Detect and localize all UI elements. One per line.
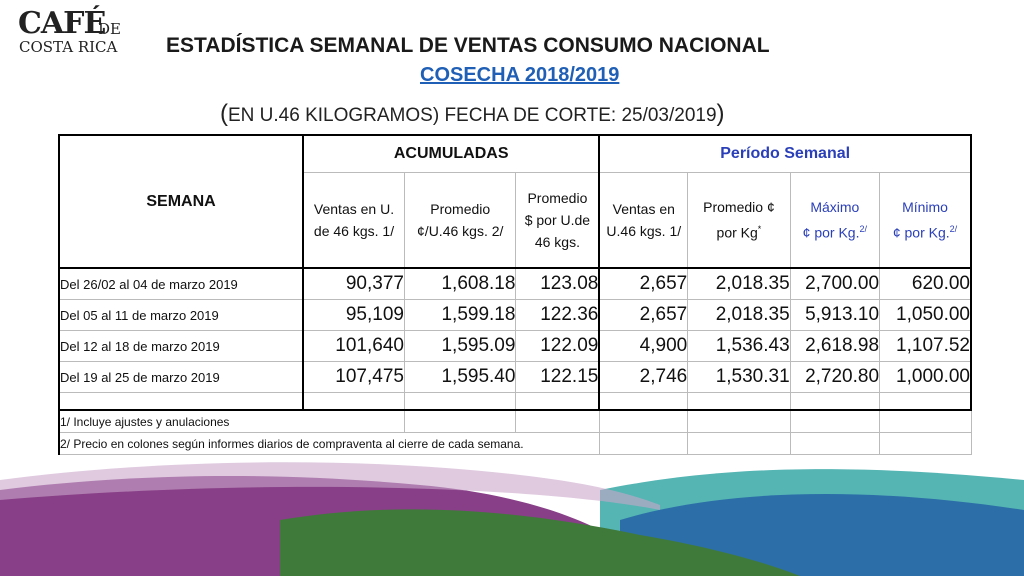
cell-promedio-acumulado: 1,595.40 [403, 361, 517, 393]
empty-cell [687, 409, 791, 433]
empty-cell [687, 432, 791, 455]
empty-cell [403, 409, 517, 433]
cell-ventas-semana: 2,657 [598, 299, 689, 331]
col-ventas-semana-l1: Ventas en [612, 201, 675, 217]
cell-ventas-semana: 4,900 [598, 330, 689, 362]
cell-maximo: 2,720.80 [789, 361, 881, 393]
col-promedio-usd-l1: Promedio [527, 190, 588, 206]
col-ventas-acumuladas: Ventas en U. de 46 kgs. 1/ [302, 172, 405, 269]
cell-ventas-acumuladas: 101,640 [302, 330, 405, 362]
note-row: 2/ Precio en colones según informes diar… [57, 432, 972, 455]
wave-green-band [280, 509, 800, 576]
cell-promedio-semana: 2,018.35 [687, 299, 791, 331]
decorative-wave-graphic [0, 462, 1024, 576]
col-minimo-sup: 2/ [949, 224, 958, 235]
table-row: Del 26/02 al 04 de marzo 2019 90,377 1,6… [57, 267, 973, 300]
footnote-1: 1/ Incluye ajustes y anulaciones [57, 409, 405, 433]
note-row: 1/ Incluye ajustes y anulaciones [57, 409, 972, 433]
col-maximo-sup: 2/ [859, 224, 868, 235]
table-row: Del 19 al 25 de marzo 2019 107,475 1,595… [57, 361, 973, 393]
row-semana: Del 12 al 18 de marzo 2019 [57, 330, 305, 362]
weekly-sales-table: SEMANA ACUMULADAS Período Semanal Ventas… [57, 134, 973, 455]
cell-ventas-semana: 2,657 [598, 267, 689, 300]
row-semana: Del 26/02 al 04 de marzo 2019 [57, 267, 305, 300]
harvest-subtitle: COSECHA 2018/2019 [420, 64, 620, 86]
empty-cell [598, 392, 689, 411]
col-promedio-usd-l3: 46 kgs. [534, 234, 580, 250]
cell-minimo: 1,050.00 [879, 299, 973, 331]
cell-promedio-semana: 1,536.43 [687, 330, 791, 362]
cafe-de-costa-rica-logo: CAFÉ DE COSTA RICA [18, 6, 130, 60]
logo-word-de: DE [98, 20, 121, 38]
spacer-row [57, 392, 973, 411]
empty-cell [879, 432, 972, 455]
empty-cell [598, 409, 689, 433]
cell-promedio-usd: 122.15 [515, 361, 601, 393]
col-ventas-acumuladas-l2: de 46 kgs. 1/ [313, 223, 395, 239]
col-maximo: Máximo ¢ por Kg.2/ [789, 172, 881, 269]
footnote-2: 2/ Precio en colones según informes diar… [57, 432, 600, 455]
empty-cell [789, 392, 881, 411]
logo-word-costa-rica: COSTA RICA [19, 38, 118, 56]
col-ventas-semana-l2: U.46 kgs. 1/ [606, 223, 682, 239]
cell-promedio-semana: 1,530.31 [687, 361, 791, 393]
cell-maximo: 2,700.00 [789, 267, 881, 300]
col-ventas-acumuladas-l1: Ventas en U. [313, 201, 395, 217]
empty-cell [789, 409, 881, 433]
cell-promedio-usd: 122.09 [515, 330, 601, 362]
periodo-semanal-group-header: Período Semanal [598, 134, 972, 173]
col-promedio-semana: Promedio ¢ por Kg* [687, 172, 791, 269]
col-maximo-l1: Máximo [810, 199, 860, 216]
col-promedio-usd: Promedio $ por U.de 46 kgs. [515, 172, 601, 269]
wave-light-band [0, 462, 660, 510]
cell-minimo: 620.00 [879, 267, 973, 300]
table-row: Del 05 al 11 de marzo 2019 95,109 1,599.… [57, 299, 973, 331]
unit-and-cutoff-text: EN U.46 KILOGRAMOS) FECHA DE CORTE: 25/0… [228, 105, 717, 126]
cell-promedio-acumulado: 1,595.09 [403, 330, 517, 362]
empty-cell [403, 392, 517, 411]
empty-cell [515, 409, 600, 433]
col-minimo-l2: ¢ por Kg. [892, 224, 950, 241]
cell-ventas-acumuladas: 107,475 [302, 361, 405, 393]
col-minimo: Mínimo ¢ por Kg.2/ [879, 172, 973, 269]
cell-promedio-acumulado: 1,599.18 [403, 299, 517, 331]
col-promedio-semana-l1: Promedio ¢ [703, 199, 775, 216]
empty-cell [515, 392, 601, 411]
col-promedio-usd-l2: $ por U.de [524, 212, 591, 228]
cell-promedio-acumulado: 1,608.18 [403, 267, 517, 300]
close-paren: ) [716, 100, 725, 127]
empty-cell [879, 409, 972, 433]
logo-word-cafe: CAFÉ [18, 6, 106, 41]
empty-cell [302, 392, 405, 411]
col-promedio-semana-l2: por Kg [716, 224, 758, 241]
semana-header: SEMANA [57, 134, 305, 269]
row-semana: Del 19 al 25 de marzo 2019 [57, 361, 305, 393]
open-paren: ( [220, 100, 228, 127]
cell-minimo: 1,000.00 [879, 361, 973, 393]
cell-promedio-usd: 123.08 [515, 267, 601, 300]
cell-promedio-usd: 122.36 [515, 299, 601, 331]
col-maximo-l2: ¢ por Kg. [802, 224, 860, 241]
cell-ventas-semana: 2,746 [598, 361, 689, 393]
cell-minimo: 1,107.52 [879, 330, 973, 362]
col-promedio-acumulado: Promedio ¢/U.46 kgs. 2/ [403, 172, 517, 269]
col-minimo-l1: Mínimo [902, 199, 948, 216]
cell-ventas-acumuladas: 90,377 [302, 267, 405, 300]
empty-cell [879, 392, 973, 411]
cell-ventas-acumuladas: 95,109 [302, 299, 405, 331]
empty-cell [57, 392, 305, 411]
page-title: ESTADÍSTICA SEMANAL DE VENTAS CONSUMO NA… [166, 34, 770, 57]
col-promedio-acumulado-l2: ¢/U.46 kgs. 2/ [417, 223, 504, 239]
table-row: Del 12 al 18 de marzo 2019 101,640 1,595… [57, 330, 973, 362]
col-promedio-acumulado-l1: Promedio [430, 201, 491, 217]
row-semana: Del 05 al 11 de marzo 2019 [57, 299, 305, 331]
cell-maximo: 5,913.10 [789, 299, 881, 331]
col-promedio-semana-sup: * [757, 224, 762, 235]
empty-cell [687, 392, 791, 411]
col-ventas-semana: Ventas en U.46 kgs. 1/ [598, 172, 689, 269]
cell-maximo: 2,618.98 [789, 330, 881, 362]
acumuladas-group-header: ACUMULADAS [302, 134, 601, 173]
cell-promedio-semana: 2,018.35 [687, 267, 791, 300]
unit-and-cutoff-line: (EN U.46 KILOGRAMOS) FECHA DE CORTE: 25/… [220, 100, 725, 128]
